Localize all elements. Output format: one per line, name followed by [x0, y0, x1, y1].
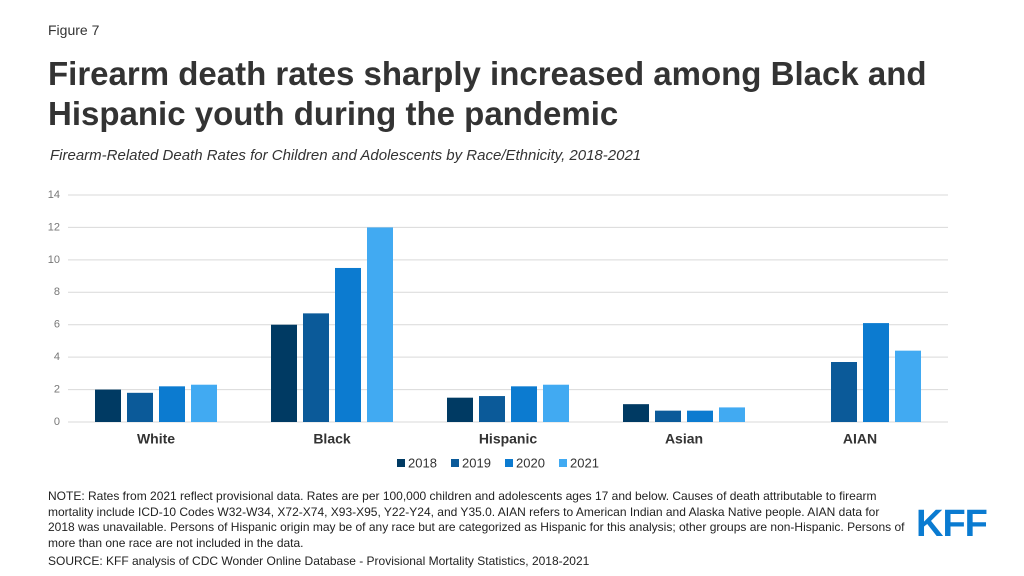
bar	[479, 396, 505, 422]
bar	[543, 384, 569, 422]
bar	[719, 407, 745, 422]
bar	[447, 397, 473, 422]
legend-swatch	[397, 459, 405, 467]
legend-swatch	[451, 459, 459, 467]
bar	[271, 324, 297, 422]
y-tick-label: 12	[48, 221, 60, 233]
y-tick-label: 8	[54, 286, 60, 298]
bar	[623, 404, 649, 422]
bar	[191, 384, 217, 422]
y-tick-label: 14	[48, 189, 60, 201]
chart-title: Firearm death rates sharply increased am…	[48, 55, 927, 132]
note: NOTE: Rates from 2021 reflect provisiona…	[48, 489, 905, 550]
y-tick-label: 10	[48, 254, 60, 266]
chart-subtitle: Firearm-Related Death Rates for Children…	[50, 147, 642, 164]
bar	[127, 392, 153, 422]
bar	[159, 386, 185, 422]
source: SOURCE: KFF analysis of CDC Wonder Onlin…	[48, 554, 590, 568]
bar	[895, 350, 921, 422]
bar	[831, 362, 857, 422]
y-tick-label: 4	[54, 351, 60, 363]
x-tick-label: Hispanic	[479, 431, 538, 447]
x-tick-label: White	[137, 431, 175, 447]
bar	[95, 389, 121, 422]
y-tick-label: 2	[54, 383, 60, 395]
legend-swatch	[505, 459, 513, 467]
chart: 0 2 4 6 8 10 12 14 White Black Hispanic Asian AIAN 20…	[48, 189, 948, 470]
bar	[655, 410, 681, 422]
bar	[303, 313, 329, 422]
bar	[863, 323, 889, 422]
legend-swatch	[559, 459, 567, 467]
x-tick-label: Black	[313, 431, 351, 447]
legend-label: 2019	[462, 455, 491, 470]
x-tick-label: AIAN	[843, 431, 877, 447]
legend-label: 2021	[570, 455, 599, 470]
bar	[335, 267, 361, 422]
figure-label: Figure 7	[48, 22, 100, 38]
legend-label: 2018	[408, 455, 437, 470]
bar	[687, 410, 713, 422]
y-tick-label: 6	[54, 319, 60, 331]
bar	[511, 386, 537, 422]
x-tick-label: Asian	[665, 431, 703, 447]
legend-label: 2020	[516, 455, 545, 470]
logo: KFF	[916, 503, 988, 545]
y-tick-label: 0	[54, 416, 60, 428]
bar	[367, 227, 393, 422]
